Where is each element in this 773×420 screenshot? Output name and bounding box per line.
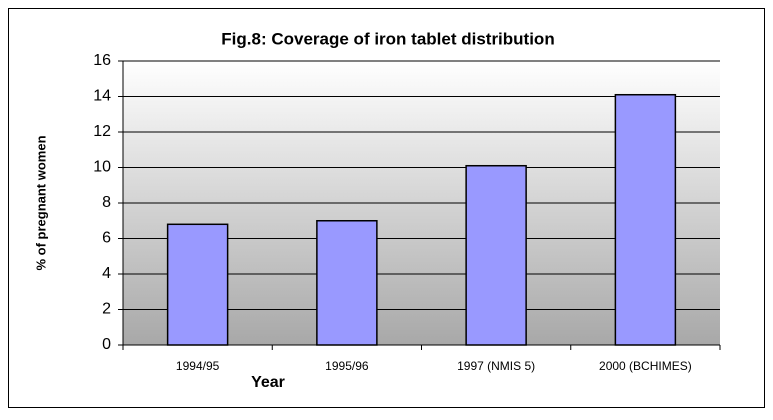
y-tick-label: 12 <box>93 123 111 140</box>
y-tick-label: 6 <box>102 230 111 247</box>
x-tick-label: 2000 (BCHIMES) <box>599 359 692 373</box>
y-tick-label: 4 <box>102 265 111 282</box>
bar <box>465 164 527 346</box>
bar <box>614 93 677 346</box>
x-tick-label: 1995/96 <box>325 359 369 373</box>
y-tick-label: 16 <box>93 52 111 69</box>
x-tick-label: 1994/95 <box>176 359 220 373</box>
x-tick-label: 1997 (NMIS 5) <box>457 359 535 373</box>
x-axis-label: Year <box>251 374 285 391</box>
bar <box>316 220 378 346</box>
y-tick-label: 0 <box>102 336 111 353</box>
y-tick-label: 2 <box>102 301 111 318</box>
y-tick-label: 14 <box>93 88 111 105</box>
chart-title: Fig.8: Coverage of iron tablet distribut… <box>221 29 554 48</box>
y-tick-label: 10 <box>93 159 111 176</box>
y-axis-label: % of pregnant women <box>33 135 48 270</box>
y-tick-label: 8 <box>102 194 111 211</box>
bar <box>166 223 229 346</box>
